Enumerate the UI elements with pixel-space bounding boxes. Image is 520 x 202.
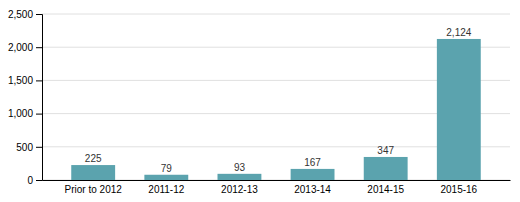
x-tick-label: 2015-16 [440, 184, 477, 195]
x-tick: 2011-12 [148, 184, 184, 195]
y-tick: 2,000 [8, 42, 42, 53]
x-tick-label: Prior to 2012 [65, 184, 123, 195]
data-label: 79 [161, 163, 173, 174]
x-tick-label: 2013-14 [294, 184, 331, 195]
bar [218, 174, 262, 180]
y-tick-mark [36, 147, 42, 148]
x-tick: Prior to 2012 [65, 184, 123, 195]
data-label: 93 [234, 162, 246, 173]
y-tick-mark [36, 180, 42, 181]
y-axis: 0 500 1,000 1,500 2,000 2,500 [8, 9, 43, 186]
x-tick: 2012-13 [221, 184, 258, 195]
data-label: 347 [377, 145, 394, 156]
bar [364, 157, 408, 180]
bar [144, 175, 188, 180]
x-axis: Prior to 2012 2011-12 2012-13 2013-14 2014-1… [43, 181, 511, 196]
x-tick-label: 2012-13 [221, 184, 258, 195]
grid [42, 14, 510, 180]
y-tick-label: 1,500 [8, 75, 33, 86]
x-tick: 2013-14 [294, 184, 331, 195]
y-axis-line [36, 15, 43, 181]
x-axis-line [43, 180, 511, 181]
x-tick-label: 2014-15 [367, 184, 404, 195]
y-tick-label: 500 [16, 142, 33, 153]
y-tick: 1,000 [8, 108, 42, 119]
x-tick: 2015-16 [440, 184, 477, 195]
y-tick-label: 1,000 [8, 108, 33, 119]
bar [437, 39, 481, 180]
data-label: 225 [85, 153, 102, 164]
data-label: 167 [304, 157, 321, 168]
bars [71, 39, 481, 180]
chart-container: 0 500 1,000 1,500 2,000 2,500 Prior to 2012 201… [0, 0, 520, 202]
y-tick-mark [36, 47, 42, 48]
bar [71, 165, 115, 180]
y-tick: 0 [27, 175, 42, 186]
x-tick-label: 2011-12 [148, 184, 184, 195]
y-tick-label: 0 [27, 175, 33, 186]
x-tick: 2014-15 [367, 184, 404, 195]
y-tick: 1,500 [8, 75, 42, 86]
y-tick-mark [36, 14, 42, 15]
y-tick-mark [36, 114, 42, 115]
y-tick: 2,500 [8, 9, 42, 20]
y-tick-label: 2,000 [8, 42, 33, 53]
y-tick-mark [36, 80, 42, 81]
grid-line [42, 14, 510, 15]
bar [291, 169, 335, 180]
chart: 0 500 1,000 1,500 2,000 2,500 Prior to 2012 201… [0, 0, 520, 202]
data-labels: 225 79 93 167 347 2,124 [85, 27, 472, 174]
plot: 0 500 1,000 1,500 2,000 2,500 Prior to 2012 201… [8, 9, 511, 195]
y-tick-label: 2,500 [8, 9, 33, 20]
data-label: 2,124 [446, 27, 471, 38]
y-tick: 500 [16, 142, 42, 153]
